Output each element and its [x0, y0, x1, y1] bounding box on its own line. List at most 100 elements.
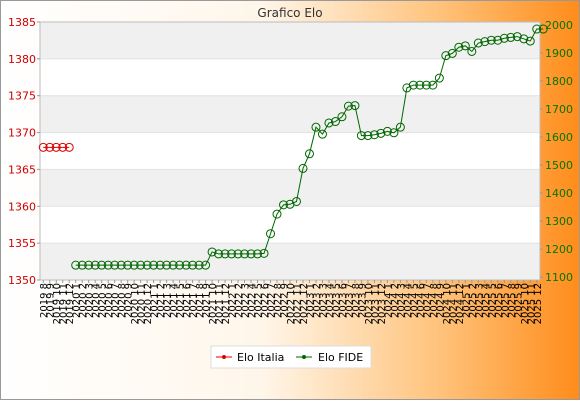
data-point-elo-fide	[376, 128, 386, 138]
right-tick-label: 2000	[545, 19, 573, 32]
x-tick-label: 2022 1	[228, 283, 239, 318]
x-tick-label: 2020 7	[111, 283, 122, 318]
x-tick-label: 2023 12	[377, 283, 388, 324]
data-point-elo-fide	[467, 46, 477, 56]
x-tick-label: 2023 5	[331, 283, 342, 318]
data-point-elo-fide	[480, 37, 490, 47]
data-point-elo-fide	[304, 149, 314, 159]
x-tick-label: 2023 9	[357, 283, 368, 318]
data-point-elo-fide	[356, 131, 366, 141]
data-point-elo-fide	[363, 131, 373, 141]
x-tick-label: 2021 2	[156, 283, 167, 318]
data-point-elo-italia	[38, 142, 48, 152]
data-point-elo-fide	[279, 200, 289, 210]
right-tick-label: 1800	[545, 75, 573, 88]
data-point-elo-fide	[408, 80, 418, 90]
left-tick-label: 1350	[8, 274, 36, 287]
data-point-elo-fide	[369, 130, 379, 140]
data-point-elo-fide	[512, 32, 522, 42]
x-tick-label: 2020 5	[98, 283, 109, 318]
x-tick-label: 2022 11	[292, 283, 303, 324]
data-point-elo-fide	[499, 33, 509, 43]
x-tick-label: 2022 7	[267, 283, 278, 318]
right-tick-label: 1200	[545, 243, 573, 256]
right-tick-label: 1400	[545, 187, 573, 200]
data-point-elo-fide	[343, 101, 353, 111]
x-tick-label: 2020 2	[78, 283, 89, 318]
data-point-elo-fide	[421, 80, 431, 90]
x-tick-label: 2024 1	[383, 283, 394, 318]
data-point-elo-fide	[330, 117, 340, 127]
data-point-elo-fide	[486, 35, 496, 45]
x-tick-label: 2022 12	[299, 283, 310, 324]
data-point-elo-fide	[227, 249, 237, 259]
x-tick-label: 2020 11	[137, 283, 148, 324]
legend: Elo Italia Elo FIDE	[210, 345, 372, 369]
left-tick-label: 1355	[8, 237, 36, 250]
x-tick-label: 2022 9	[280, 283, 291, 318]
data-point-elo-fide	[382, 126, 392, 136]
x-tick-label: 2021 6	[182, 283, 193, 318]
x-tick-label: 2020 3	[85, 283, 96, 318]
right-tick-label: 1300	[545, 215, 573, 228]
data-point-elo-fide	[175, 260, 185, 270]
x-tick-label: 2022 3	[241, 283, 252, 318]
x-tick-label: 2019 9	[46, 283, 57, 318]
data-point-elo-fide	[538, 24, 548, 34]
data-point-elo-fide	[90, 260, 100, 270]
x-tick-label: 2023 7	[344, 283, 355, 318]
data-point-elo-fide	[220, 249, 230, 259]
data-point-elo-fide	[77, 260, 87, 270]
data-point-elo-italia	[58, 142, 68, 152]
data-point-elo-fide	[214, 249, 224, 259]
data-point-elo-fide	[317, 129, 327, 139]
x-tick-label: 2021 12	[221, 283, 232, 324]
data-point-elo-fide	[123, 260, 133, 270]
x-tick-label: 2024 6	[416, 283, 427, 318]
data-point-elo-fide	[506, 32, 516, 42]
data-point-elo-fide	[447, 48, 457, 58]
data-point-elo-italia	[64, 142, 74, 152]
series-line-elo-fide	[75, 28, 544, 266]
grid-band	[40, 95, 540, 133]
data-point-elo-fide	[168, 260, 178, 270]
x-tick-label: 2022 6	[260, 283, 271, 318]
data-point-elo-fide	[454, 42, 464, 52]
data-point-elo-fide	[129, 260, 139, 270]
x-tick-label: 2025 11	[526, 283, 537, 324]
data-point-elo-fide	[162, 260, 172, 270]
right-tick-label: 1500	[545, 159, 573, 172]
right-axis: 1100 1200 1300 1400 1500 1600 1700 1800 1900 2000	[540, 19, 573, 284]
x-tick-label: 2021 10	[208, 283, 219, 324]
x-tick-label: 2022 10	[286, 283, 297, 324]
right-tick-label: 1600	[545, 131, 573, 144]
x-tick-label: 2023 3	[318, 283, 329, 318]
x-tick-label: 2021 9	[202, 283, 213, 318]
data-point-elo-fide	[188, 260, 198, 270]
x-tick-label: 2025 8	[507, 283, 518, 318]
left-tick-label: 1380	[8, 53, 36, 66]
data-point-elo-fide	[389, 128, 399, 138]
data-point-elo-fide	[194, 260, 204, 270]
data-point-elo-fide	[415, 80, 425, 90]
x-tick-label: 2023 11	[370, 283, 381, 324]
x-tick-label: 2021 11	[215, 283, 226, 324]
data-point-elo-fide	[233, 249, 243, 259]
right-tick-label: 1700	[545, 103, 573, 116]
grid-band	[40, 22, 540, 59]
x-tick-label: 2025 9	[513, 283, 524, 318]
data-point-elo-fide	[324, 118, 334, 128]
data-point-elo-fide	[253, 249, 263, 259]
x-tick-label: 2024 7	[422, 283, 433, 318]
x-tick-label: 2019 12	[65, 283, 76, 324]
data-point-elo-fide	[473, 38, 483, 48]
data-point-elo-fide	[428, 80, 438, 90]
data-point-elo-fide	[350, 101, 360, 111]
x-tick-label: 2020 4	[91, 283, 102, 318]
data-point-elo-fide	[519, 34, 529, 44]
x-tick-label: 2024 10	[442, 283, 453, 324]
x-tick-label: 2024 5	[409, 283, 420, 318]
x-tick-label: 2025 6	[494, 283, 505, 318]
